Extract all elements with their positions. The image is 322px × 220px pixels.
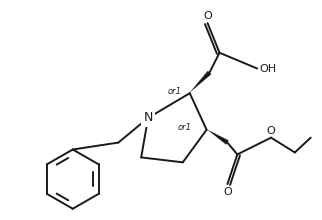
Polygon shape	[207, 129, 229, 145]
Text: OH: OH	[259, 64, 276, 73]
Text: O: O	[267, 126, 275, 136]
Text: O: O	[203, 11, 212, 21]
Text: N: N	[143, 111, 153, 124]
Text: O: O	[223, 187, 232, 197]
Text: or1: or1	[168, 87, 182, 96]
Text: or1: or1	[178, 123, 192, 132]
Polygon shape	[189, 71, 211, 93]
